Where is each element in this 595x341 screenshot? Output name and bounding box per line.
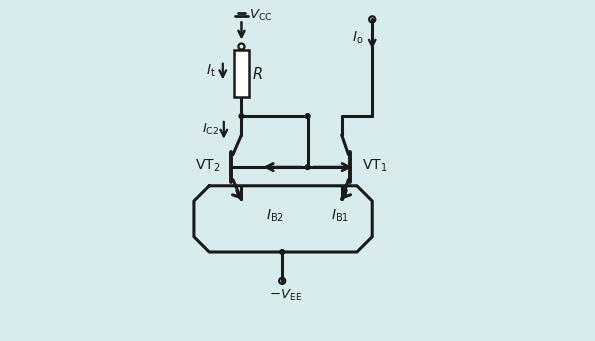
Circle shape [305, 165, 310, 169]
FancyBboxPatch shape [234, 50, 249, 98]
Circle shape [305, 114, 310, 119]
Text: $I_{\mathrm{o}}$: $I_{\mathrm{o}}$ [352, 30, 364, 46]
Text: VT$_1$: VT$_1$ [362, 157, 387, 174]
Text: $-V_{\mathrm{EE}}$: $-V_{\mathrm{EE}}$ [269, 287, 302, 303]
Text: $I_{\mathrm{C2}}$: $I_{\mathrm{C2}}$ [202, 122, 219, 137]
Text: $I_{\mathrm{B2}}$: $I_{\mathrm{B2}}$ [267, 207, 284, 224]
Text: $I_{\mathrm{t}}$: $I_{\mathrm{t}}$ [206, 62, 216, 78]
Text: $V_{\mathrm{CC}}$: $V_{\mathrm{CC}}$ [249, 8, 273, 23]
Text: $R$: $R$ [252, 66, 263, 82]
Circle shape [239, 114, 244, 119]
Text: VT$_2$: VT$_2$ [195, 157, 220, 174]
Circle shape [280, 250, 284, 254]
Text: $I_{\mathrm{B1}}$: $I_{\mathrm{B1}}$ [331, 207, 349, 224]
